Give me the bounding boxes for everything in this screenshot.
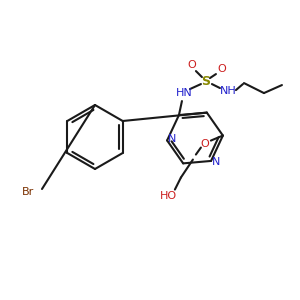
Text: O: O — [218, 64, 226, 74]
Text: HN: HN — [176, 88, 192, 98]
Text: O: O — [188, 60, 196, 70]
Text: N: N — [212, 157, 220, 167]
Text: N: N — [168, 134, 176, 144]
Text: NH: NH — [220, 86, 236, 96]
Text: S: S — [201, 75, 210, 88]
Text: HO: HO — [160, 190, 178, 201]
Text: O: O — [200, 139, 209, 148]
Text: Br: Br — [22, 187, 34, 197]
